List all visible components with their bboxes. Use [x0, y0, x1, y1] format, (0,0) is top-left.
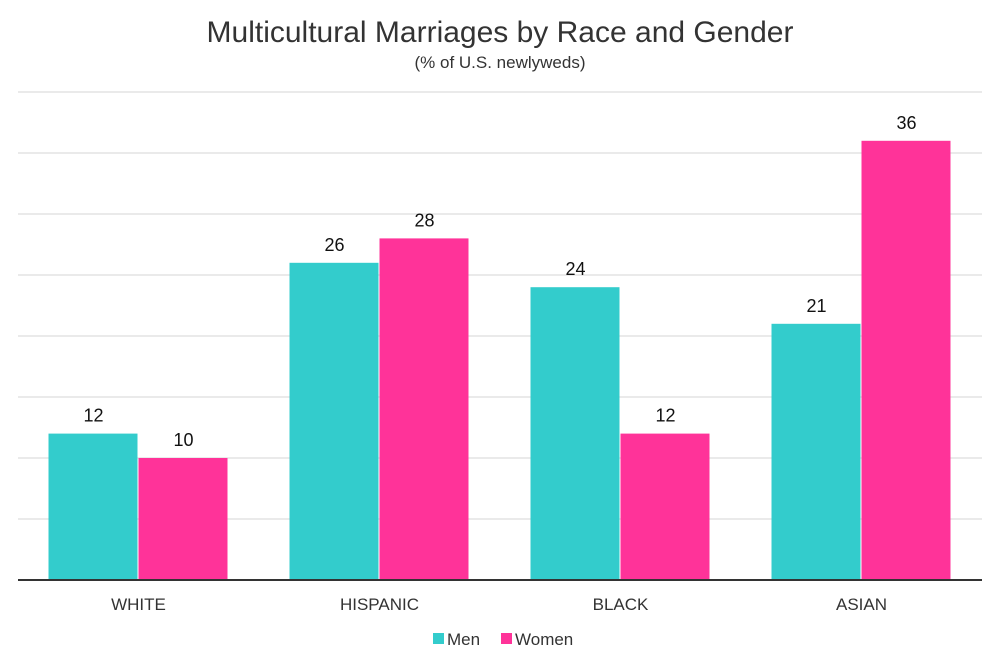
x-tick-label-hispanic: HISPANIC [340, 595, 419, 614]
x-tick-label-white: WHITE [111, 595, 166, 614]
legend-label-women[interactable]: Women [515, 630, 573, 649]
bars [48, 140, 951, 581]
x-tick-label-black: BLACK [593, 595, 649, 614]
bar-women-asian [861, 140, 951, 581]
bar-women-hispanic [379, 238, 469, 580]
bar-men-black [530, 287, 620, 580]
data-label-men-hispanic: 26 [324, 235, 344, 255]
chart-subtitle: (% of U.S. newlyweds) [415, 53, 586, 72]
x-tick-label-asian: ASIAN [836, 595, 887, 614]
bar-men-asian [771, 323, 861, 580]
data-label-men-black: 24 [565, 259, 585, 279]
legend-swatch-women[interactable] [501, 633, 512, 644]
bar-women-white [138, 458, 228, 580]
data-label-women-black: 12 [655, 406, 675, 426]
data-label-women-asian: 36 [896, 113, 916, 133]
legend[interactable]: Men Women [433, 630, 573, 649]
data-label-men-white: 12 [83, 406, 103, 426]
data-label-women-hispanic: 28 [414, 210, 434, 230]
bar-women-black [620, 433, 710, 580]
data-label-women-white: 10 [173, 430, 193, 450]
data-labels: 12 10 26 28 24 12 21 36 [83, 113, 916, 450]
legend-label-men[interactable]: Men [447, 630, 480, 649]
x-axis-ticks: WHITE HISPANIC BLACK ASIAN [111, 595, 887, 614]
chart-title: Multicultural Marriages by Race and Gend… [207, 16, 794, 49]
data-label-men-asian: 21 [806, 296, 826, 316]
bar-men-hispanic [289, 262, 379, 580]
bar-men-white [48, 433, 138, 580]
legend-swatch-men[interactable] [433, 633, 444, 644]
